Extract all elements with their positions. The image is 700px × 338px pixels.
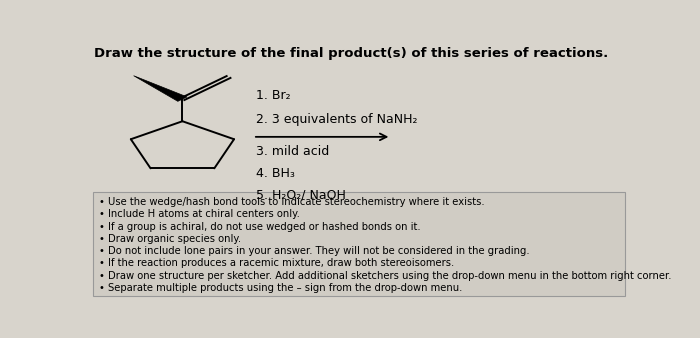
Text: • Use the wedge/hash bond tools to indicate stereochemistry where it exists.: • Use the wedge/hash bond tools to indic…	[99, 197, 485, 207]
Polygon shape	[134, 76, 187, 101]
Text: • Draw organic species only.: • Draw organic species only.	[99, 234, 242, 244]
Text: • Draw one structure per sketcher. Add additional sketchers using the drop-down : • Draw one structure per sketcher. Add a…	[99, 271, 672, 281]
Text: • Separate multiple products using the – sign from the drop-down menu.: • Separate multiple products using the –…	[99, 283, 463, 293]
Text: • If a group is achiral, do not use wedged or hashed bonds on it.: • If a group is achiral, do not use wedg…	[99, 222, 421, 232]
Text: 4. BH₃: 4. BH₃	[256, 167, 295, 180]
Text: 5. H₂O₂/ NaOH: 5. H₂O₂/ NaOH	[256, 189, 346, 202]
Text: 2. 3 equivalents of NaNH₂: 2. 3 equivalents of NaNH₂	[256, 114, 417, 126]
Text: • Include H atoms at chiral centers only.: • Include H atoms at chiral centers only…	[99, 210, 300, 219]
FancyBboxPatch shape	[93, 192, 624, 296]
Text: • Do not include lone pairs in your answer. They will not be considered in the g: • Do not include lone pairs in your answ…	[99, 246, 530, 256]
Text: Draw the structure of the final product(s) of this series of reactions.: Draw the structure of the final product(…	[94, 47, 608, 60]
Text: 3. mild acid: 3. mild acid	[256, 145, 329, 158]
Text: 1. Br₂: 1. Br₂	[256, 89, 290, 102]
Text: • If the reaction produces a racemic mixture, draw both stereoisomers.: • If the reaction produces a racemic mix…	[99, 258, 455, 268]
